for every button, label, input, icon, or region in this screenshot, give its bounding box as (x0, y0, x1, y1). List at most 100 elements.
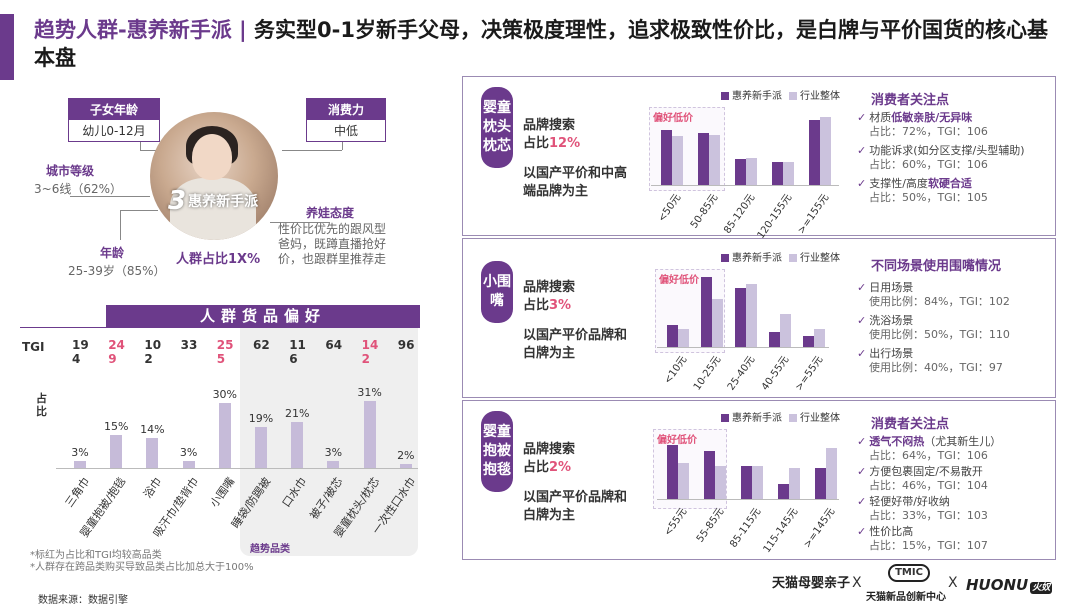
tgi-label: TGI (22, 340, 45, 354)
data-source: 数据来源：数据引擎 (38, 595, 128, 606)
low-price-label: 偏好低价 (653, 113, 693, 124)
connector-line (270, 222, 330, 223)
goods-tgi-value: 142 (361, 338, 379, 366)
panel-category-label: 小围嘴 (481, 261, 513, 323)
search-prefix: 占比 (523, 298, 550, 313)
focus-item-text: 功能诉求(如分区支撑/头型辅助) (869, 144, 1025, 157)
series-a-bar (741, 466, 752, 499)
series-a-bar (809, 120, 820, 185)
tmic-logo: TMIC (888, 564, 930, 582)
series-a-bar (815, 467, 826, 499)
series-a-bar (778, 484, 789, 499)
panel-category-label: 婴童枕头枕芯 (481, 87, 513, 168)
goods-tgi-value: 96 (397, 338, 415, 352)
persona-body-shape (170, 178, 256, 240)
panel-bib: 小围嘴 品牌搜索 占比3% 以国产平价品牌和白牌为主 偏好低价 惠养新手派 行业… (462, 238, 1056, 398)
child-age-tag: 子女年龄 幼儿0-12月 (68, 98, 160, 142)
goods-bar (218, 402, 231, 468)
focus-item: ✓ 材质低敏亲肤/无异味 (857, 111, 972, 125)
panel-brand-desc: 以国产平价和中高端品牌为主 (523, 166, 628, 199)
check-icon: ✓ (857, 347, 867, 360)
search-prefix: 占比 (523, 460, 550, 475)
goods-bar-label: 19% (248, 411, 274, 425)
series-b-bar (783, 161, 794, 185)
chart-legend: 惠养新手派 (721, 249, 782, 264)
check-icon: ✓ (857, 111, 867, 124)
panel-pillow: 婴童枕头枕芯 品牌搜索 占比12% 以国产平价和中高端品牌为主 偏好低价 惠养新… (462, 76, 1056, 241)
huonu-logo: HUONU 火奴 (966, 576, 1053, 594)
legend-swatch-a (721, 414, 729, 422)
focus-item-text: 方便包裹固定/不易散开 (869, 465, 983, 478)
connector-line (120, 210, 158, 211)
series-a-bar (735, 159, 746, 185)
series-a-bar (769, 332, 780, 347)
series-a-bar (667, 324, 678, 347)
search-label: 品牌搜索 (523, 442, 576, 457)
check-icon: ✓ (857, 314, 867, 327)
search-pct: 2% (549, 460, 572, 475)
series-b-bar (752, 466, 763, 499)
tmall-mom-baby-logo: 天猫母婴亲子 (772, 576, 851, 591)
goods-bar (399, 463, 412, 468)
connector-line (140, 134, 141, 150)
goods-bar (182, 461, 195, 468)
low-price-label: 偏好低价 (659, 275, 699, 286)
chart-legend: 惠养新手派 (721, 409, 782, 424)
search-label: 品牌搜索 (523, 280, 576, 295)
focus-item-stat: 占比：15%，TGI：107 (869, 539, 988, 552)
goods-bar (146, 437, 159, 468)
series-a-bar (704, 451, 715, 499)
child-age-head: 子女年龄 (69, 99, 159, 120)
panel-blanket: 婴童抱被抱毯 品牌搜索 占比2% 以国产平价品牌和白牌为主 偏好低价 惠养新手派… (462, 400, 1056, 560)
connector-line (282, 150, 342, 151)
check-icon: ✓ (857, 525, 867, 538)
focus-item-text: 性价比高 (869, 525, 914, 538)
series-b-bar (746, 157, 757, 185)
search-prefix: 占比 (523, 136, 550, 151)
goods-bar (74, 461, 86, 468)
focus-item-text: 轻便好带/好收纳 (869, 495, 950, 508)
goods-tgi-value: 249 (108, 338, 125, 366)
series-a-bar (667, 445, 678, 499)
goods-bar-label: 3% (179, 446, 198, 460)
focus-item: ✓ 洗浴场景 (857, 314, 913, 328)
legend-label-a: 惠养新手派 (732, 91, 782, 102)
series-a-bar (698, 133, 709, 185)
legend-label-b: 行业整体 (800, 253, 840, 264)
search-pct: 3% (549, 298, 572, 313)
legend-label-a: 惠养新手派 (732, 413, 782, 424)
legend-swatch-b (789, 414, 797, 422)
trend-category-panel (240, 328, 418, 556)
focus-item-stat: 使用比例：50%，TGI：110 (869, 328, 1010, 341)
goods-bar (291, 422, 304, 468)
title-accent-bar (0, 14, 14, 80)
focus-item-text: 支撑性/高度 (869, 177, 928, 190)
goods-bar-label: 2% (397, 448, 415, 462)
series-b-bar (678, 463, 689, 499)
chart-legend: 行业整体 (789, 87, 840, 102)
focus-item-text: 软硬合适 (927, 177, 972, 190)
goods-axis (56, 468, 418, 469)
title-segment: 趋势人群-惠养新手派 | (34, 18, 247, 42)
series-b-bar (814, 328, 825, 347)
check-icon: ✓ (857, 281, 867, 294)
parenting-label: 养娃态度 (306, 206, 355, 220)
legend-label-b: 行业整体 (800, 91, 840, 102)
focus-item-text: 材质 (869, 111, 892, 124)
goods-tgi-value: 64 (325, 338, 343, 352)
focus-head: 消费者关注点 (871, 417, 950, 432)
series-a-bar (803, 335, 814, 347)
focus-item-text: 出行场景 (869, 347, 914, 360)
focus-item: ✓ 功能诉求(如分区支撑/头型辅助) (857, 144, 1025, 158)
check-icon: ✓ (857, 144, 867, 157)
focus-item-text: 洗浴场景 (869, 314, 914, 327)
series-a-bar (772, 161, 783, 185)
focus-item: ✓ 日用场景 (857, 281, 913, 295)
goods-bar-label: 31% (357, 385, 382, 399)
goods-title-line (20, 327, 420, 328)
child-age-value: 幼儿0-12月 (82, 124, 146, 138)
goods-tgi-value: 116 (289, 338, 306, 366)
connector-line (70, 196, 150, 197)
chart-axis (657, 347, 829, 348)
focus-item-text: 低敏亲肤/无异味 (891, 111, 973, 124)
